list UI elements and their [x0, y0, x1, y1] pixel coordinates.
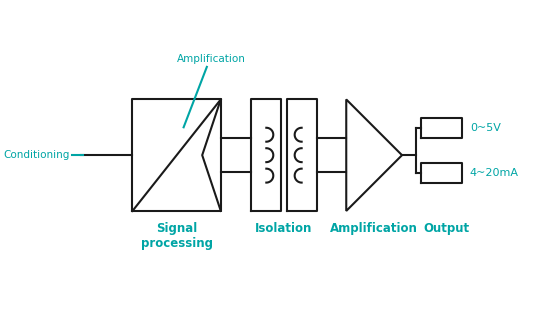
Text: 0~5V: 0~5V	[470, 123, 501, 133]
Text: Conditioning: Conditioning	[4, 150, 70, 160]
Text: 4~20mA: 4~20mA	[470, 168, 519, 178]
Text: Output: Output	[423, 222, 469, 235]
Text: Isolation: Isolation	[255, 222, 312, 235]
Text: Signal
processing: Signal processing	[141, 222, 213, 250]
Text: Amplification: Amplification	[330, 222, 418, 235]
Text: Amplification: Amplification	[177, 54, 246, 64]
